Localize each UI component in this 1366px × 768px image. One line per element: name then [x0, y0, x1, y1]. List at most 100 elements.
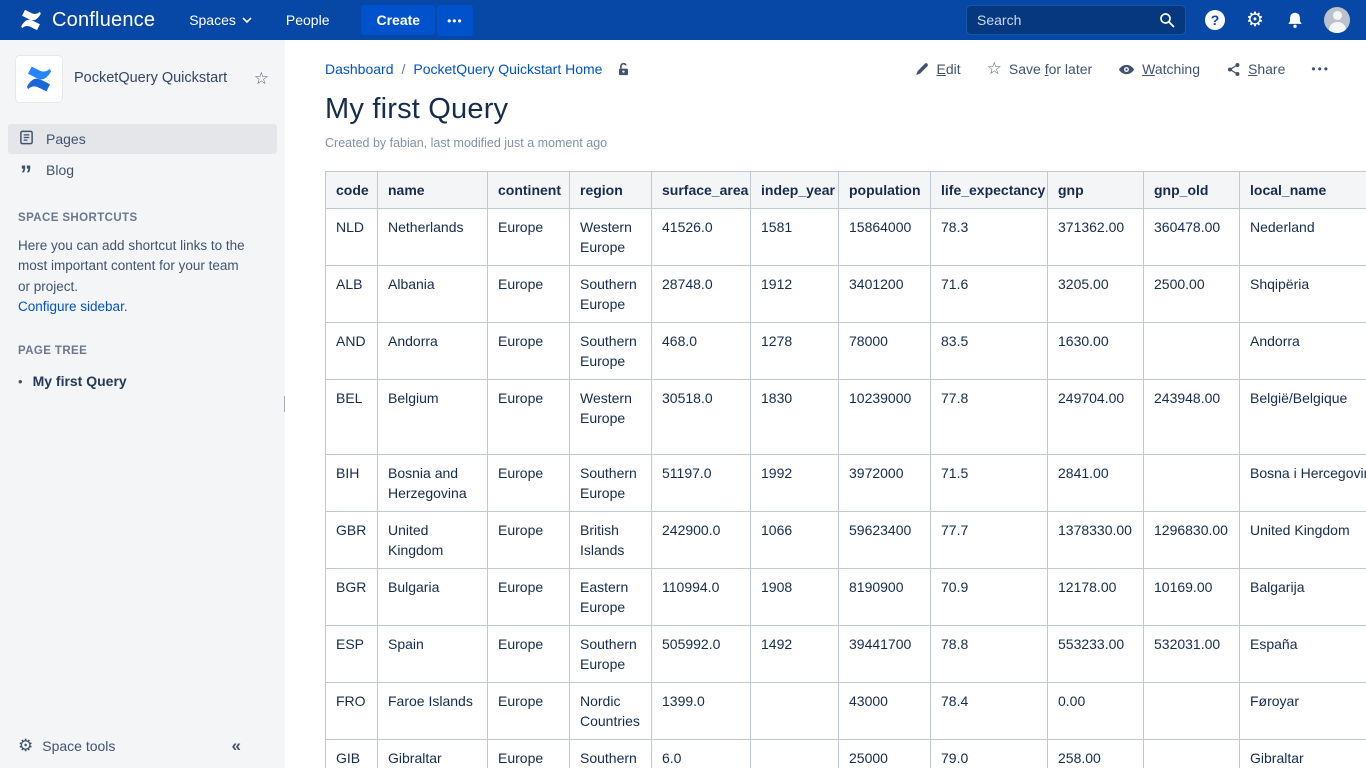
confluence-logo-icon: [21, 9, 41, 31]
sidebar-item-label: Pages: [46, 131, 86, 147]
breadcrumb-separator: /: [401, 61, 406, 77]
table-cell: BEL: [325, 379, 378, 455]
breadcrumb-home[interactable]: PocketQuery Quickstart Home: [413, 61, 603, 77]
share-button[interactable]: Share: [1226, 61, 1285, 77]
table-cell: 553233.00: [1047, 625, 1144, 683]
table-cell: BGR: [325, 568, 378, 626]
table-cell: 77.7: [930, 511, 1048, 569]
space-logo[interactable]: [16, 56, 62, 102]
table-cell: Southern Europe: [569, 265, 652, 323]
table-cell: 3972000: [838, 454, 931, 512]
table-cell: 0.00: [1047, 682, 1144, 740]
table-cell: Gibraltar: [1239, 739, 1366, 768]
share-icon: [1227, 62, 1240, 76]
table-cell: Southern Europe: [569, 454, 652, 512]
table-cell: 258.00: [1047, 739, 1144, 768]
configure-sidebar-link[interactable]: Configure sidebar.: [18, 298, 128, 314]
space-shortcuts-header: SPACE SHORTCUTS: [18, 212, 138, 224]
table-cell: 10239000: [838, 379, 931, 455]
column-header-surface_area: surface_area: [651, 171, 751, 209]
star-icon: ☆: [986, 59, 1002, 78]
sidebar-collapse-icon[interactable]: «: [231, 736, 241, 755]
column-header-population: population: [838, 171, 931, 209]
notifications-bell-icon[interactable]: [1284, 9, 1306, 31]
table-cell: Belgium: [377, 379, 488, 455]
space-shortcuts-section: SPACE SHORTCUTS Here you can add shortcu…: [0, 212, 285, 389]
search-icon[interactable]: [1159, 12, 1175, 28]
table-cell: Europe: [487, 454, 570, 512]
table-cell: AND: [325, 322, 378, 380]
table-cell: 71.5: [930, 454, 1048, 512]
unrestricted-lock-icon[interactable]: [616, 62, 631, 77]
table-cell: 243948.00: [1143, 379, 1240, 455]
sidebar-item-pages[interactable]: Pages: [8, 124, 277, 154]
page-tree-link-my-first-query[interactable]: My first Query: [32, 373, 127, 389]
table-cell: Spain: [377, 625, 488, 683]
chevron-down-icon: [242, 17, 252, 23]
table-cell: Gibraltar: [377, 739, 488, 768]
table-cell: Balgarija: [1239, 568, 1366, 626]
confluence-home-link[interactable]: Confluence: [18, 7, 155, 33]
spaces-menu[interactable]: Spaces: [189, 12, 252, 28]
table-cell: Europe: [487, 208, 570, 266]
favourite-star-icon[interactable]: ☆: [253, 69, 269, 88]
table-cell: Bosna i Hercegovina: [1239, 454, 1366, 512]
search-input[interactable]: [977, 12, 1159, 28]
space-shortcuts-text: Here you can add shortcut links to the m…: [18, 238, 245, 314]
page-byline: Created by fabian, last modified just a …: [325, 136, 608, 150]
sidebar-item-label: Blog: [46, 162, 75, 178]
user-avatar[interactable]: [1324, 7, 1350, 33]
table-cell: 1581: [750, 208, 839, 266]
table-cell: [1143, 682, 1240, 740]
column-header-gnp_old: gnp_old: [1143, 171, 1240, 209]
save-for-later-button[interactable]: ☆ Save for later: [986, 59, 1093, 78]
help-icon[interactable]: ?: [1204, 9, 1226, 31]
table-cell: 79.0: [930, 739, 1048, 768]
table-cell: 1830: [750, 379, 839, 455]
column-header-code: code: [325, 171, 378, 209]
table-cell: United Kingdom: [377, 511, 488, 569]
table-cell: Faroe Islands: [377, 682, 488, 740]
table-cell: 1908: [750, 568, 839, 626]
main-content: Dashboard / PocketQuery Quickstart Home …: [285, 40, 1366, 768]
table-row: GBR United Kingdom Europe British Islands 24…: [325, 511, 1366, 569]
search-box[interactable]: [966, 5, 1186, 35]
space-tools-label[interactable]: Space tools: [42, 738, 116, 754]
page-tree-item[interactable]: • My first Query: [18, 373, 267, 389]
table-cell: 371362.00: [1047, 208, 1144, 266]
page-actions: Edit ☆ Save for later Watching: [914, 59, 1330, 79]
people-menu[interactable]: People: [285, 12, 330, 28]
sidebar-item-blog[interactable]: ” Blog: [8, 156, 277, 188]
blog-quote-icon: ”: [20, 161, 32, 188]
avatar-body: [1328, 22, 1346, 33]
table-row: AND Andorra Europe Southern Europe 468.0 1278…: [325, 322, 1366, 380]
table-cell: 77.8: [930, 379, 1048, 455]
table-cell: 8190900: [838, 568, 931, 626]
space-tools-gear-icon[interactable]: ⚙: [18, 736, 34, 755]
table-cell: GIB: [325, 739, 378, 768]
table-cell: België/Belgique: [1239, 379, 1366, 455]
settings-gear-icon[interactable]: ⚙: [1246, 9, 1264, 31]
table-cell: 70.9: [930, 568, 1048, 626]
table-cell: 3205.00: [1047, 265, 1144, 323]
more-actions-button[interactable]: •••: [1311, 62, 1330, 76]
table-cell: ESP: [325, 625, 378, 683]
space-name[interactable]: PocketQuery Quickstart: [74, 70, 228, 87]
table-cell: [750, 739, 839, 768]
pages-icon: [18, 130, 34, 148]
table-cell: 10169.00: [1143, 568, 1240, 626]
space-sidebar: PocketQuery Quickstart ☆ Pages ” Blog SP…: [0, 40, 285, 768]
table-cell: Netherlands: [377, 208, 488, 266]
create-button[interactable]: Create: [361, 5, 436, 35]
edit-button[interactable]: Edit: [914, 61, 961, 77]
table-cell: 2500.00: [1143, 265, 1240, 323]
create-more-button[interactable]: •••: [437, 4, 473, 36]
breadcrumb-dashboard[interactable]: Dashboard: [325, 61, 394, 77]
table-row: NLD Netherlands Europe Western Europe 41526.…: [325, 208, 1366, 266]
watching-button[interactable]: Watching: [1118, 61, 1200, 77]
table-cell: 1378330.00: [1047, 511, 1144, 569]
table-cell: Europe: [487, 265, 570, 323]
table-cell: 39441700: [838, 625, 931, 683]
table-cell: Southern Europe: [569, 625, 652, 683]
